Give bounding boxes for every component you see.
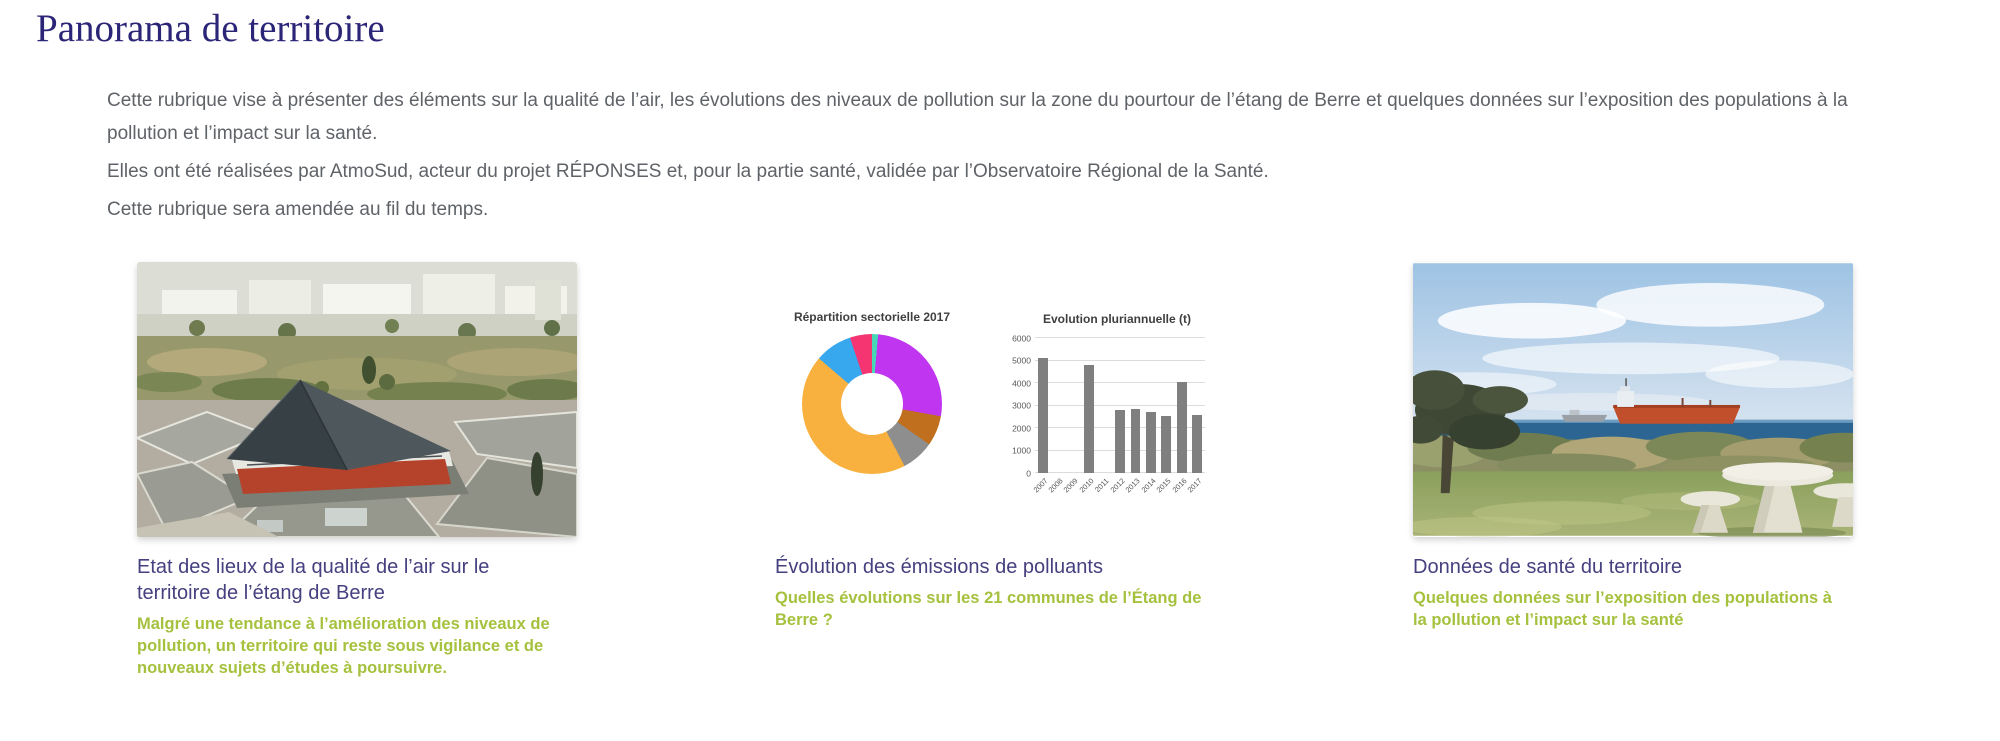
donut-chart-title: Répartition sectorielle 2017 bbox=[793, 310, 951, 324]
page-title: Panorama de territoire bbox=[36, 7, 385, 50]
card-air-quality[interactable]: Etat des lieux de la qualité de l’air su… bbox=[137, 262, 577, 679]
x-axis-tick: 2016 bbox=[1170, 476, 1189, 495]
intro-paragraph: Cette rubrique sera amendée au fil du te… bbox=[107, 199, 489, 220]
y-axis-tick: 0 bbox=[1026, 468, 1031, 479]
intro-text: Cette rubrique vise à présenter des élém… bbox=[107, 84, 1907, 231]
card-emissions[interactable]: Répartition sectorielle 2017 Evolution p… bbox=[775, 262, 1215, 631]
gridline bbox=[1035, 382, 1205, 383]
x-axis-tick: 2015 bbox=[1154, 476, 1173, 495]
bar bbox=[1115, 410, 1125, 473]
gridline bbox=[1035, 337, 1205, 338]
x-axis-tick: 2012 bbox=[1108, 476, 1127, 495]
bar-chart-block: Evolution pluriannuelle (t) 0 1000 2000 300… bbox=[1005, 312, 1209, 495]
card-teaser: Quelles évolutions sur les 21 communes d… bbox=[775, 589, 1202, 629]
bar bbox=[1161, 415, 1172, 473]
bar bbox=[1130, 408, 1141, 473]
gridline bbox=[1035, 404, 1205, 406]
x-axis-tick: 2008 bbox=[1046, 476, 1065, 495]
y-axis-tick: 5000 bbox=[1012, 355, 1031, 366]
x-axis-tick: 2011 bbox=[1093, 476, 1111, 495]
donut-chart-block: Répartition sectorielle 2017 bbox=[777, 310, 967, 474]
bar-plot: 0 1000 2000 3000 4000 5000 6000 2007 2008 2009 201… bbox=[1012, 334, 1205, 495]
y-axis-tick: 6000 bbox=[1012, 333, 1031, 344]
y-axis-tick: 3000 bbox=[1012, 400, 1031, 411]
x-axis-tick: 2010 bbox=[1077, 476, 1096, 495]
bar bbox=[1192, 414, 1203, 473]
aerial-photo-etang-de-berre[interactable] bbox=[137, 262, 577, 537]
emissions-charts-figure[interactable]: Répartition sectorielle 2017 Evolution p… bbox=[775, 262, 1215, 537]
bar bbox=[1084, 365, 1095, 473]
card-title-link[interactable]: Évolution des émissions de polluants bbox=[775, 556, 1103, 578]
card-title-link[interactable]: Etat des lieux de la qualité de l’air su… bbox=[137, 556, 490, 604]
x-axis-tick: 2009 bbox=[1061, 476, 1081, 495]
card-title-link[interactable]: Données de santé du territoire bbox=[1413, 556, 1683, 578]
y-axis-tick: 4000 bbox=[1012, 378, 1031, 389]
charts-container: Répartition sectorielle 2017 Evolution p… bbox=[775, 262, 1215, 537]
bar bbox=[1037, 358, 1048, 473]
x-axis-tick: 2013 bbox=[1123, 476, 1142, 495]
donut-chart bbox=[802, 334, 942, 474]
intro-paragraph: Elles ont été réalisées par AtmoSud, act… bbox=[107, 161, 1269, 182]
card-teaser: Malgré une tendance à l’amélioration des… bbox=[137, 615, 550, 677]
intro-paragraph: Cette rubrique vise à présenter des élém… bbox=[107, 90, 1848, 144]
card-teaser: Quelques données sur l’exposition des po… bbox=[1413, 589, 1832, 629]
card-health[interactable]: Données de santé du territoire Quelques … bbox=[1413, 262, 1853, 631]
x-axis-tick: 2007 bbox=[1030, 476, 1050, 495]
y-axis-tick: 1000 bbox=[1012, 445, 1031, 456]
bar bbox=[1176, 381, 1187, 473]
x-axis-tick: 2017 bbox=[1185, 476, 1204, 495]
bar-chart-title: Evolution pluriannuelle (t) bbox=[1043, 312, 1191, 326]
x-axis-tick: 2014 bbox=[1139, 476, 1158, 495]
bar bbox=[1145, 412, 1156, 473]
aerial-photo-illustration bbox=[137, 262, 577, 537]
y-axis-tick: 2000 bbox=[1012, 423, 1031, 434]
gridline bbox=[1035, 359, 1205, 361]
coastal-photo-illustration bbox=[1413, 263, 1853, 537]
coastal-photo-tanker[interactable] bbox=[1413, 262, 1853, 537]
